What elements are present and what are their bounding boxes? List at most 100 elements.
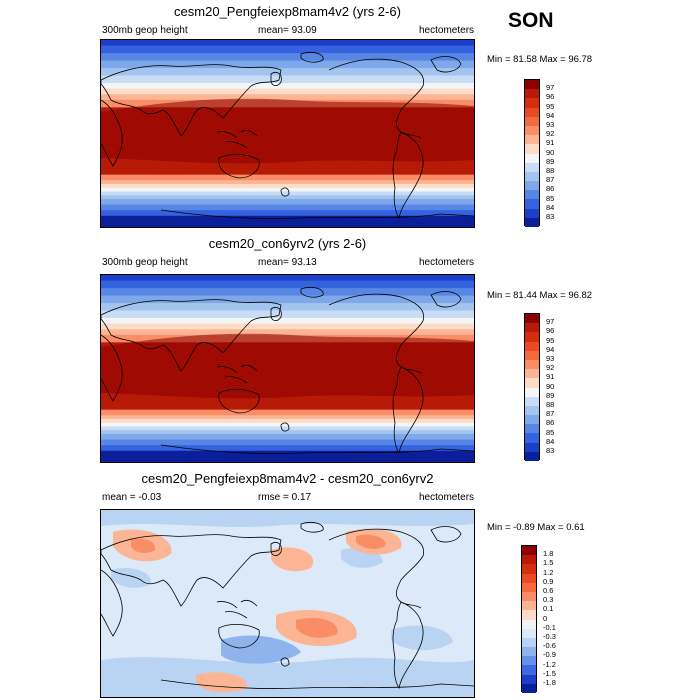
colorbar-label: 97 [546,83,555,93]
colorbar-label: -0.3 [543,632,556,641]
panel-2-mean-label: mean= 93.13 [258,257,317,268]
colorbar-label: 86 [546,184,555,194]
panel-2-map [100,274,475,463]
colorbar-label: 84 [546,202,555,212]
colorbar-label: 93 [546,120,555,129]
colorbar-swatch [525,378,539,388]
contour-band [101,422,474,427]
contour-band [101,450,474,462]
coastline [218,389,260,414]
contour-band [101,215,474,227]
contour-band [101,275,474,282]
colorbar-swatch [525,89,539,99]
contour-band [271,547,314,572]
panel-2-variable-label: 300mb geop height [102,257,188,268]
contour-band [101,323,474,330]
coastline [392,601,424,690]
colorbar-label: 83 [546,212,555,221]
contour-band [101,318,474,325]
contour-band [101,510,474,527]
colorbar-label: 85 [546,427,555,437]
colorbar-swatch [522,564,536,574]
colorbar-swatch [525,405,539,416]
coastline [216,599,258,619]
contour-band [101,445,474,452]
contour-band [101,60,474,69]
colorbar-swatch [522,683,536,693]
colorbar-swatch [525,350,539,360]
colorbar-swatch [522,582,536,592]
colorbar-swatch [522,619,536,629]
colorbar-swatch [522,591,536,602]
panel-3-title: cesm20_Pengfeiexp8mam4v2 - cesm20_con6yr… [141,471,434,486]
contour-band [391,625,453,651]
contour-band [101,210,474,217]
colorbar-label: 1.5 [543,558,554,568]
contour-band [101,40,474,47]
colorbar-swatch [525,98,539,108]
coastline [101,64,282,137]
colorbar-swatch [525,125,539,136]
colorbar-label: 93 [546,354,555,363]
coastline [101,569,123,637]
contour-band [101,68,474,77]
panel-1-minmax: Min = 81.58 Max = 96.78 [487,54,593,65]
colorbar-swatch [525,451,539,461]
coastline [430,526,462,543]
colorbar-swatch [522,555,536,565]
colorbar-label: 0.1 [543,604,554,614]
panel-1-variable-label: 300mb geop height [102,25,188,36]
colorbar-label: 88 [546,400,555,409]
contour-band [101,426,474,431]
colorbar-label: 91 [546,138,555,148]
colorbar-swatch [522,674,536,684]
coastline [280,657,290,667]
colorbar-swatch [522,665,536,675]
colorbar-swatch [525,415,539,425]
colorbar-swatch [525,369,539,379]
coastline [101,299,282,372]
colorbar-swatch [525,424,539,434]
coastline [101,334,123,402]
contour-band [101,415,474,420]
colorbar-label: 0.6 [543,586,554,595]
colorbar-label: 90 [546,147,555,157]
contour-band [131,538,156,553]
colorbar-swatch [525,144,539,154]
colorbar-swatch [525,208,539,218]
contour-band [101,280,474,289]
contour-band [296,617,338,638]
colorbar-swatch [525,107,539,117]
coastline [216,364,258,384]
coastline [300,287,324,298]
colorbar-label: 92 [546,129,555,139]
colorbar-swatch [525,199,539,209]
coastline [280,422,290,432]
colorbar-swatch [525,323,539,333]
panel-1-units-label: hectometers [419,25,475,36]
colorbar-strip [521,545,537,693]
colorbar-swatch [525,171,539,182]
contour-band [101,303,474,312]
colorbar-swatch [525,332,539,342]
contour-band [101,439,474,446]
contour-band [101,409,474,416]
contour-band [101,433,474,441]
colorbar-swatch [525,162,539,172]
colorbar-label: 96 [546,92,555,102]
contour-band [101,430,474,435]
coastline [270,72,282,86]
coastline [160,209,474,219]
panel-3-mean-label: mean = -0.03 [102,492,162,503]
colorbar-label: 84 [546,436,555,446]
colorbar-label: 92 [546,363,555,373]
colorbar-swatch [525,442,539,452]
contour-band [101,295,474,304]
colorbar-label: 0 [543,613,548,623]
contour-band [101,88,474,95]
panel-3-map-plot [101,510,474,697]
contour-band [101,191,474,196]
contour-band [221,635,301,664]
contour-band [101,94,474,101]
coastline [280,187,290,197]
